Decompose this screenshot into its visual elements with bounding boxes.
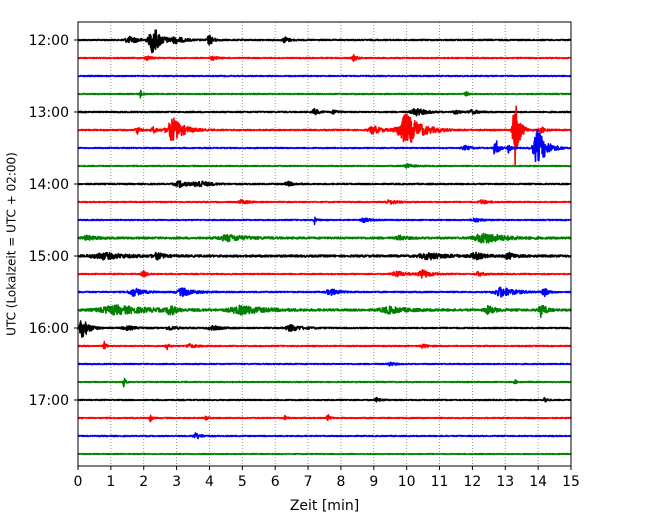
x-tick-label-12: 12: [463, 474, 481, 490]
x-tick-label-13: 13: [496, 474, 514, 490]
x-tick-label-6: 6: [271, 474, 280, 490]
trace-1345: [77, 163, 572, 169]
x-axis-title: Zeit [min]: [290, 498, 359, 514]
x-axis-ticks: 0 1 2 3 4 5 6 7 8 9 10 11 12 13 14 15: [74, 466, 580, 490]
trace-1745: [77, 452, 572, 456]
trace-1445: [77, 232, 572, 244]
trace-1530: [77, 286, 572, 298]
y-axis-ticks: 12:00 13:00 14:00 15:00 16:00 17:00: [29, 33, 78, 409]
x-tick-label-15: 15: [562, 474, 580, 490]
x-tick-label-10: 10: [398, 474, 416, 490]
plot-frame: [77, 21, 572, 467]
y-tick-label-1700: 17:00: [29, 393, 69, 409]
x-tick-label-3: 3: [172, 474, 181, 490]
x-tick-label-14: 14: [529, 474, 547, 490]
x-tick-label-11: 11: [431, 474, 449, 490]
y-axis-title: UTC (Lokalzeit = UTC + 02:00): [5, 152, 19, 336]
trace-1515: [77, 269, 572, 279]
trace-1400: [77, 180, 572, 189]
trace-1230: [77, 74, 572, 78]
trace-1245: [77, 89, 572, 99]
trace-1500: [77, 251, 572, 261]
x-tick-label-1: 1: [106, 474, 115, 490]
trace-1645: [77, 377, 572, 388]
x-tick-label-8: 8: [336, 474, 345, 490]
y-tick-label-1200: 12:00: [29, 33, 69, 49]
trace-1615: [77, 340, 572, 351]
trace-1730: [77, 432, 572, 440]
x-tick-label-0: 0: [74, 474, 83, 490]
y-tick-label-1300: 13:00: [29, 105, 69, 121]
x-tick-label-5: 5: [238, 474, 247, 490]
trace-1330: [77, 128, 572, 163]
trace-1600: [77, 320, 572, 339]
grid-lines: [110, 22, 539, 466]
trace-1300: [77, 107, 572, 117]
trace-1415: [77, 198, 572, 205]
x-tick-label-7: 7: [304, 474, 313, 490]
y-tick-label-1400: 14:00: [29, 177, 69, 193]
trace-1700: [77, 396, 572, 403]
x-tick-label-4: 4: [205, 474, 214, 490]
x-tick-label-2: 2: [139, 474, 148, 490]
trace-1200: [77, 29, 572, 54]
seismic-traces: [77, 29, 572, 456]
trace-1215: [77, 53, 572, 62]
y-tick-label-1600: 16:00: [29, 321, 69, 337]
x-tick-label-9: 9: [369, 474, 378, 490]
trace-1430: [77, 216, 572, 226]
trace-1545: [77, 304, 572, 319]
trace-1630: [77, 361, 572, 367]
trace-1715: [77, 414, 572, 423]
trace-1315: [77, 105, 572, 166]
y-tick-label-1500: 15:00: [29, 249, 69, 265]
